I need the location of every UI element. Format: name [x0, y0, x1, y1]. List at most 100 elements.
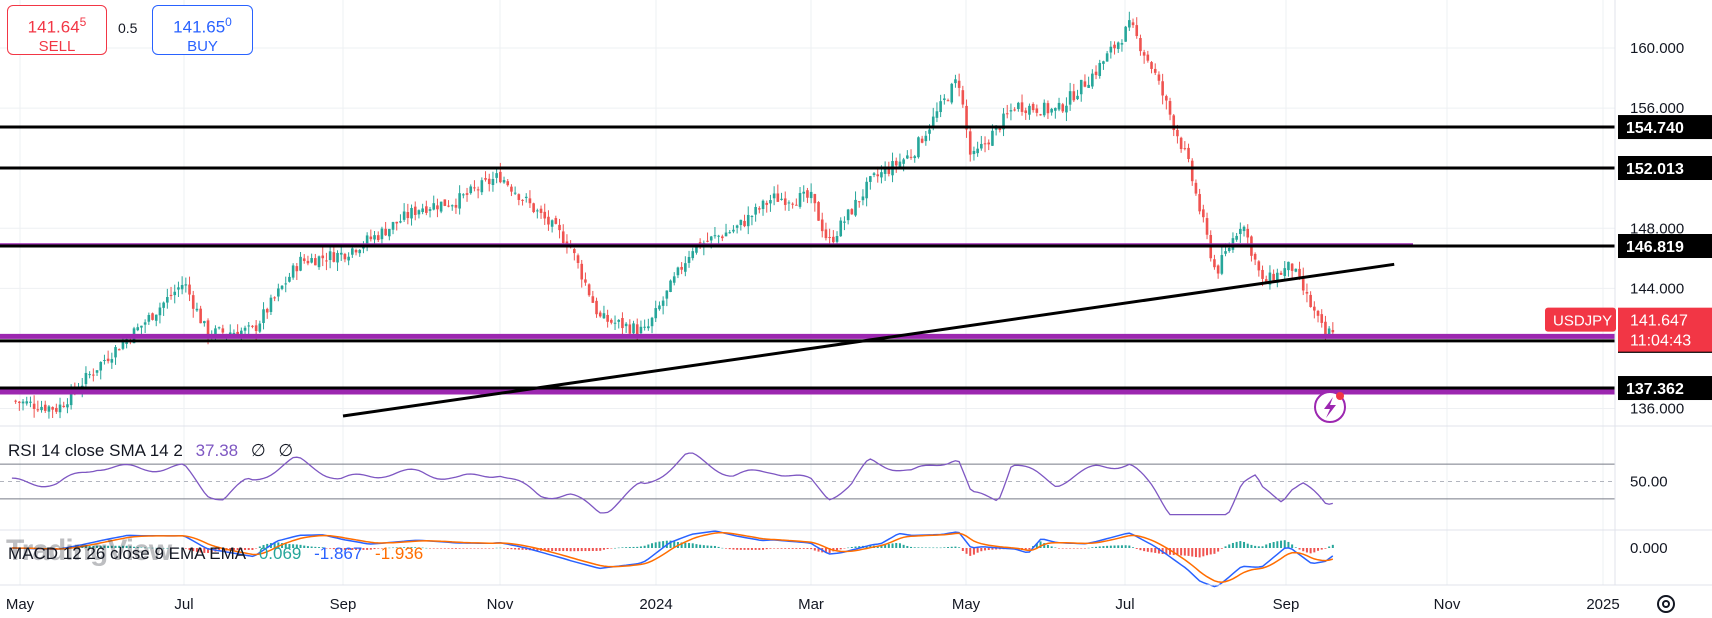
candle-body [221, 328, 225, 333]
candle-body [1120, 43, 1124, 45]
candle-body [1257, 261, 1261, 271]
macd-hist-bar [295, 544, 298, 548]
macd-hist-bar [736, 548, 739, 550]
macd-hist-bar [1302, 548, 1305, 552]
candle-body [1142, 52, 1146, 56]
macd-hist-bar [828, 548, 831, 553]
rsi-v3: ∅ [278, 441, 294, 460]
candle-body [265, 308, 269, 313]
macd-hist-bar [343, 548, 346, 550]
candle-body [14, 400, 17, 402]
candle-body [29, 401, 32, 403]
candle-body [573, 249, 576, 254]
candle-body [547, 216, 550, 225]
candle-body [299, 256, 302, 271]
macd-hist-bar [573, 548, 576, 552]
macd-hist-bar [1183, 548, 1186, 556]
macd-hist-bar [258, 546, 261, 548]
candle-body [162, 302, 165, 308]
macd-hist-bar [1287, 541, 1290, 548]
candle-body [1139, 38, 1142, 52]
macd-hist-bar [436, 548, 439, 549]
candle-body [761, 200, 765, 210]
candle-body [384, 228, 387, 236]
macd-hist-bar [1194, 548, 1197, 558]
macd-hist-bar [284, 543, 287, 548]
macd-hist-bar [1309, 548, 1312, 554]
macd-hist-bar [884, 544, 887, 548]
candle-body [391, 222, 395, 230]
x-tick-label: Sep [330, 596, 357, 613]
candle-body [772, 193, 776, 199]
sell-button[interactable]: 141.645 SELL [7, 5, 107, 55]
macd-hist-bar [965, 548, 968, 554]
macd-pane[interactable] [10, 530, 1334, 588]
macd-hist-bar [1054, 547, 1057, 549]
macd-hist-bar [662, 541, 665, 548]
rsi-legend[interactable]: RSI 14 close SMA 14 2 37.38 ∅ ∅ [8, 441, 301, 461]
macd-hist-bar [972, 548, 975, 555]
settings-gear-icon[interactable] [1657, 595, 1675, 613]
candle-body [343, 253, 347, 260]
macd-hist-bar [947, 547, 950, 548]
candle-body [928, 129, 931, 134]
level-badge-text: 146.819 [1626, 239, 1684, 256]
macd-hist-bar [921, 547, 924, 548]
candle-body [843, 221, 846, 223]
candle-body [820, 219, 824, 232]
macd-hist-bar [325, 548, 328, 549]
candle-body [447, 205, 450, 207]
macd-line [11, 530, 1334, 588]
macd-hist-bar [491, 548, 494, 549]
candle-body [154, 314, 158, 321]
macd-hist-bar [1143, 548, 1146, 552]
candle-body [791, 203, 794, 205]
macd-hist-bar [1069, 548, 1072, 549]
flash-icon[interactable] [1314, 391, 1346, 423]
candle-body [439, 201, 443, 212]
macd-hist-bar [610, 548, 613, 549]
candle-body [672, 276, 676, 283]
candle-body [1024, 110, 1028, 114]
macd-legend[interactable]: MACD 12 26 close 9 EMA EMA 0.069 -1.867 … [8, 544, 431, 564]
candle-body [280, 285, 284, 289]
macd-hist-bar [799, 548, 802, 549]
candle-body [21, 401, 25, 404]
candle-body [717, 235, 720, 237]
trendline-segment[interactable] [342, 262, 1395, 418]
candle-body [410, 207, 413, 219]
macd-hist-bar [480, 548, 483, 549]
candles [14, 11, 1335, 419]
candle-body [987, 142, 991, 145]
candle-body [1009, 110, 1013, 112]
macd-hist-bar [488, 548, 491, 549]
candle-body [536, 210, 539, 212]
buy-price: 141.650 [173, 15, 232, 37]
candle-body [1246, 228, 1250, 238]
horizontal-levels[interactable] [0, 125, 1615, 395]
buy-button[interactable]: 141.650 BUY [152, 5, 253, 55]
macd-hist-bar [984, 548, 987, 551]
candle-body [321, 255, 325, 259]
macd-hist-bar [939, 547, 942, 549]
macd-hist-bar [569, 548, 572, 552]
candle-body [184, 284, 188, 286]
candle-body [151, 313, 154, 320]
candle-body [1168, 101, 1172, 115]
macd-hist-bar [725, 548, 728, 549]
rsi-pane[interactable] [0, 452, 1615, 516]
candle-body [832, 236, 835, 243]
macd-hist-bar [417, 547, 420, 548]
trendline[interactable] [342, 262, 1395, 423]
macd-hist-bar [495, 547, 498, 549]
candle-body [106, 358, 110, 362]
macd-hist-bar [121, 545, 124, 548]
macd-hist-bar [429, 548, 432, 549]
macd-hist-bar [910, 546, 913, 548]
candle-body [1261, 269, 1264, 279]
macd-hist-bar [473, 548, 476, 549]
candle-body [661, 300, 665, 306]
macd-hist-bar [1124, 545, 1127, 548]
macd-hist-bar [221, 548, 224, 551]
